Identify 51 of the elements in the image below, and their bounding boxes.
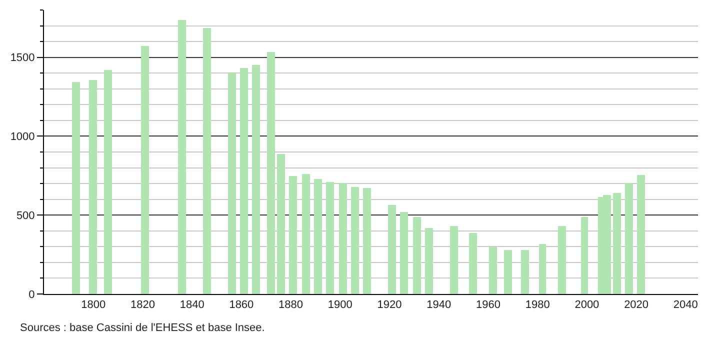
x-tick-label: 2020	[624, 299, 649, 312]
y-tick-label: 1500	[10, 52, 35, 64]
x-tick-label: 1920	[377, 299, 402, 312]
bar	[450, 226, 458, 294]
bar	[504, 250, 512, 294]
bar	[400, 212, 408, 294]
bar	[141, 46, 149, 294]
bar	[539, 244, 546, 294]
y-tick-label: 0	[28, 288, 35, 301]
bar	[314, 179, 322, 294]
bar	[581, 217, 588, 294]
x-tick-label: 1800	[81, 299, 106, 312]
bar	[613, 193, 621, 294]
bar	[637, 175, 645, 294]
x-tick-label: 1860	[229, 299, 254, 312]
bar	[351, 187, 359, 294]
bar	[413, 217, 421, 294]
bar	[388, 205, 396, 294]
bar	[289, 176, 297, 294]
y-tick-label: 1000	[10, 131, 35, 144]
bar	[178, 20, 186, 294]
bar	[425, 228, 433, 294]
x-tick-label: 1980	[525, 299, 550, 312]
x-tick-label: 2000	[574, 299, 600, 312]
bar	[302, 174, 310, 294]
x-tick-label: 1840	[180, 299, 204, 312]
bar	[267, 52, 275, 294]
bar	[240, 68, 248, 294]
bar	[521, 250, 529, 294]
bar	[228, 73, 236, 294]
y-tick-label: 500	[16, 210, 35, 222]
x-tick-label: 1940	[426, 299, 452, 312]
bar	[489, 247, 497, 294]
bar	[72, 82, 80, 294]
x-tick-label: 1900	[328, 299, 352, 312]
bar	[89, 80, 97, 294]
source-note: Sources : base Cassini de l'EHESS et base Insee.	[20, 322, 265, 334]
bar	[625, 183, 633, 294]
x-tick-label: 1820	[130, 299, 155, 312]
x-tick-label: 2040	[673, 299, 698, 312]
bar	[252, 65, 260, 294]
x-tick-label: 1880	[278, 299, 304, 312]
bar	[203, 28, 211, 294]
bar	[363, 188, 371, 294]
bar	[326, 182, 334, 294]
bar	[469, 233, 477, 294]
bar	[104, 70, 112, 294]
bar	[558, 226, 566, 294]
bar	[339, 183, 347, 294]
x-tick-label: 1960	[476, 299, 500, 312]
bar	[277, 154, 285, 294]
